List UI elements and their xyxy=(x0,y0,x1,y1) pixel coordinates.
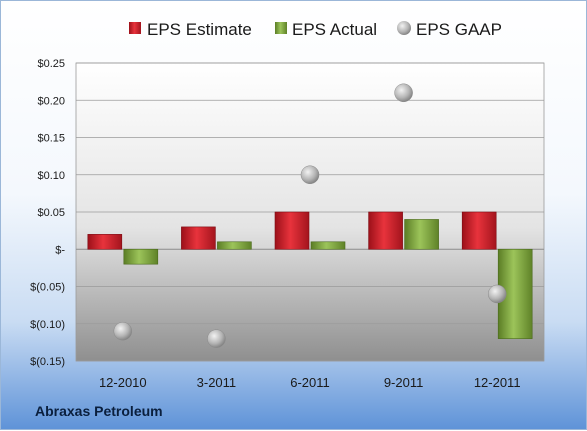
y-tick-label: $0.20 xyxy=(37,95,65,107)
bar-eps-estimate xyxy=(181,226,216,250)
y-tick-label: $0.05 xyxy=(37,207,65,219)
bar-eps-actual xyxy=(310,241,346,250)
legend-item-gaap: EPS GAAP xyxy=(397,20,502,39)
bar-eps-estimate xyxy=(461,211,497,250)
company-name: Abraxas Petroleum xyxy=(35,403,163,419)
y-tick-label: $- xyxy=(55,244,65,256)
legend: EPS Estimate EPS Actual EPS GAAP xyxy=(129,20,502,39)
legend-swatch-estimate xyxy=(129,22,141,34)
y-tick-label: $0.25 xyxy=(37,58,65,70)
legend-item-estimate: EPS Estimate xyxy=(129,20,252,39)
x-category-label: 3-2011 xyxy=(197,375,237,390)
legend-label-estimate: EPS Estimate xyxy=(147,20,252,39)
legend-swatch-gaap xyxy=(397,21,411,35)
marker-eps-gaap xyxy=(394,83,413,103)
legend-label-gaap: EPS GAAP xyxy=(416,20,502,39)
legend-label-actual: EPS Actual xyxy=(292,20,377,39)
y-tick-label: $(0.10) xyxy=(30,319,65,331)
legend-item-actual: EPS Actual xyxy=(275,20,377,39)
legend-swatch-actual xyxy=(275,22,287,34)
x-category-label: 12-2010 xyxy=(99,375,147,390)
x-category-label: 12-2011 xyxy=(474,375,521,390)
marker-eps-gaap xyxy=(113,321,133,341)
gaap-markers xyxy=(113,83,507,348)
bar-eps-estimate xyxy=(87,234,123,250)
marker-eps-gaap xyxy=(207,329,226,348)
bar-eps-actual xyxy=(404,219,439,250)
y-tick-label: $0.15 xyxy=(37,133,65,145)
y-tick-label: $(0.05) xyxy=(30,282,65,294)
bar-eps-estimate xyxy=(274,211,310,250)
marker-eps-gaap xyxy=(487,284,507,304)
bar-eps-actual xyxy=(123,248,159,265)
bar-eps-estimate xyxy=(368,211,403,250)
x-category-label: 9-2011 xyxy=(384,375,424,390)
y-tick-label: $0.10 xyxy=(37,170,65,182)
bars xyxy=(87,211,533,339)
y-axis-ticks: $0.25 $0.20 $0.15 $0.10 $0.05 $- $(0.05) $(0.10… xyxy=(30,58,65,368)
y-tick-label: $(0.15) xyxy=(30,356,65,368)
x-axis-categories: 12-2010 3-2011 6-2011 9-2011 12-2011 xyxy=(99,375,521,390)
marker-eps-gaap xyxy=(300,165,320,184)
bar-eps-actual xyxy=(217,241,252,250)
x-category-label: 6-2011 xyxy=(290,375,330,390)
